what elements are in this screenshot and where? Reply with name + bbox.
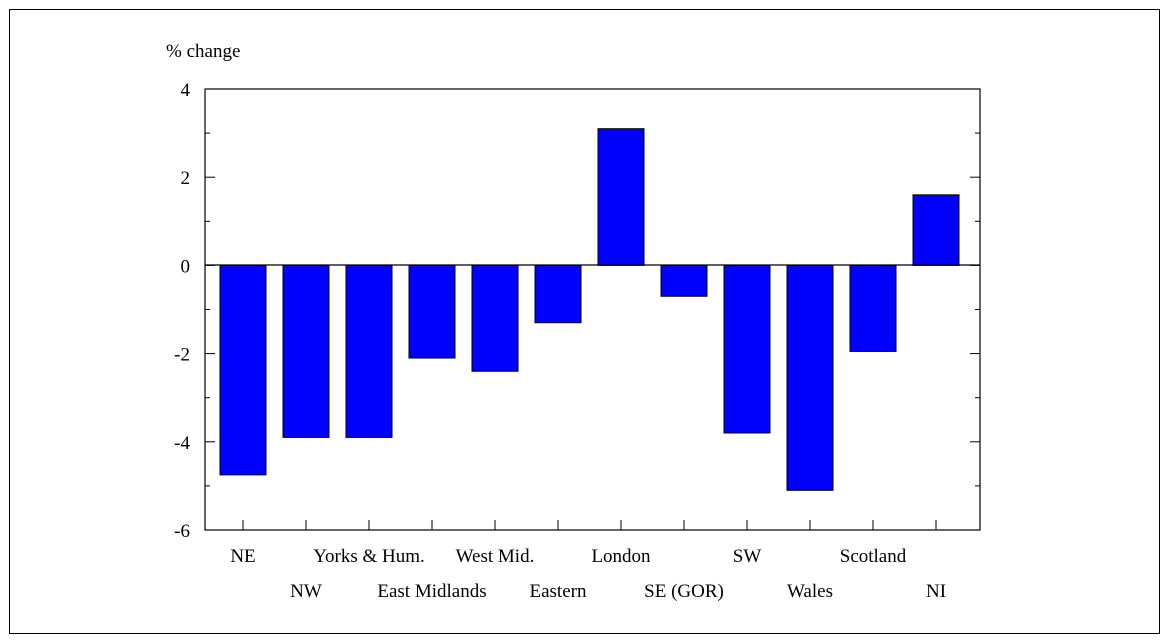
y-tick-label: 4	[181, 80, 191, 101]
x-tick-label: West Mid.	[456, 546, 535, 567]
bar	[282, 264, 330, 438]
x-tick-label: Yorks & Hum.	[313, 546, 425, 567]
x-tick-label: London	[591, 546, 651, 567]
bar	[534, 264, 582, 324]
y-tick-label: -4	[174, 433, 190, 454]
x-tick-label: NE	[230, 546, 255, 567]
x-tick-label: East Midlands	[377, 581, 486, 602]
y-axis: 4 2 0 -2 -4 -6	[174, 80, 980, 542]
y-tick-label: -2	[174, 345, 190, 366]
y-tick-label: -6	[174, 521, 190, 542]
bar	[471, 264, 519, 372]
bar	[219, 264, 267, 476]
x-tick-label: Eastern	[530, 581, 587, 602]
bar	[849, 264, 897, 352]
y-axis-label: % change	[166, 41, 240, 62]
x-tick-label: NW	[290, 581, 322, 602]
x-tick-label: SW	[733, 546, 762, 567]
bar	[912, 194, 960, 266]
bar	[786, 264, 834, 491]
x-axis: NE NW Yorks & Hum. East Midlands West Mid. Ea…	[230, 520, 946, 602]
x-tick-label: Wales	[787, 581, 833, 602]
x-tick-label: SE (GOR)	[644, 581, 724, 602]
bar	[723, 264, 771, 434]
bars-group	[219, 128, 960, 491]
bar	[408, 264, 456, 359]
bar	[345, 264, 393, 438]
x-tick-label: NI	[926, 581, 946, 602]
y-tick-label: 0	[181, 256, 191, 277]
y-tick-label: 2	[181, 168, 191, 189]
x-tick-label: Scotland	[840, 546, 907, 567]
bar	[660, 264, 708, 297]
bar	[597, 128, 645, 266]
